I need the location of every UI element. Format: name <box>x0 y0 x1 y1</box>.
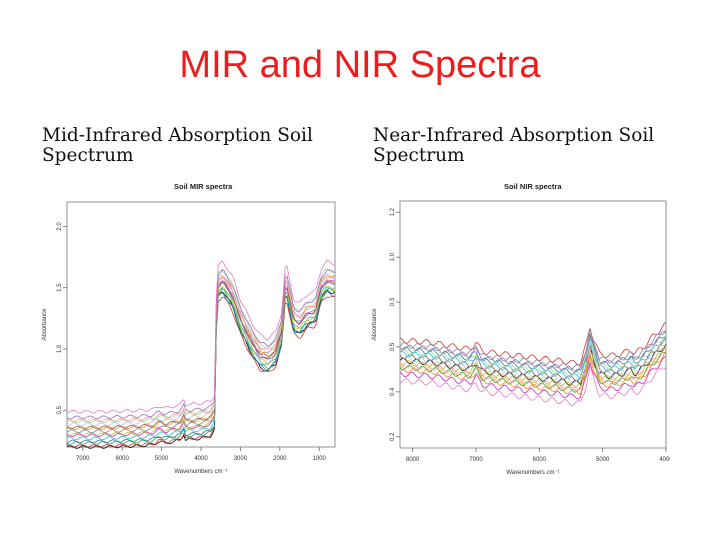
x-tick-label: 4000 <box>659 457 670 463</box>
x-tick-label: 6000 <box>115 456 129 462</box>
y-tick-label: 1.0 <box>390 252 396 261</box>
y-tick-label: 1.0 <box>57 344 63 353</box>
x-tick-label: 5000 <box>596 457 610 463</box>
nir-spectra-chart: Soil NIR spectra 8000 7000 6000 5000 4000 0.2 0… <box>366 180 670 480</box>
series-line <box>67 282 335 429</box>
series-line <box>400 340 666 381</box>
x-tick-label: 5000 <box>155 456 169 462</box>
plot-frame <box>400 201 666 448</box>
chart-title: Soil MIR spectra <box>174 182 233 191</box>
y-tick-label: 0.3 <box>390 297 396 306</box>
y-axis-label: Absorbance <box>372 308 378 341</box>
nir-caption: Near-Infrared Absorption Soil Spectrum <box>373 126 693 166</box>
y-tick-label: 0.2 <box>390 432 396 441</box>
x-tick-label: 8000 <box>406 457 420 463</box>
x-tick-label: 7000 <box>76 456 90 462</box>
chart-title: Soil NIR spectra <box>504 182 562 191</box>
y-tick-label: 1.5 <box>57 283 63 292</box>
y-tick-label: 0.5 <box>57 405 63 414</box>
y-axis-label: Absorbance <box>42 308 48 341</box>
x-tick-label: 7000 <box>469 457 483 463</box>
mir-spectra-chart: Soil MIR spectra 7000 6000 5000 4000 3000 2000… <box>36 180 340 480</box>
y-tick-label: 0.5 <box>390 342 396 351</box>
y-tick-label: 1.2 <box>390 207 396 216</box>
series-line <box>67 291 335 443</box>
x-tick-label: 1000 <box>313 456 327 462</box>
x-axis-label: Wavenumbers cm⁻¹ <box>506 470 559 476</box>
series-line <box>67 269 335 423</box>
y-tick-label: 0.4 <box>390 387 396 396</box>
y-tick-label: 2.0 <box>57 222 63 231</box>
x-tick-label: 3000 <box>234 456 248 462</box>
series-line <box>67 274 335 426</box>
mir-caption: Mid-Infrared Absorption Soil Spectrum <box>42 126 362 166</box>
x-tick-label: 6000 <box>533 457 547 463</box>
series-line <box>67 260 335 413</box>
series-line <box>67 275 335 429</box>
slide-title: MIR and NIR Spectra <box>0 44 720 87</box>
series-line <box>67 270 335 419</box>
x-axis-label: Wavenumbers cm⁻¹ <box>174 469 227 475</box>
series-line <box>67 277 335 422</box>
x-tick-label: 2000 <box>273 456 287 462</box>
x-tick-label: 4000 <box>194 456 208 462</box>
